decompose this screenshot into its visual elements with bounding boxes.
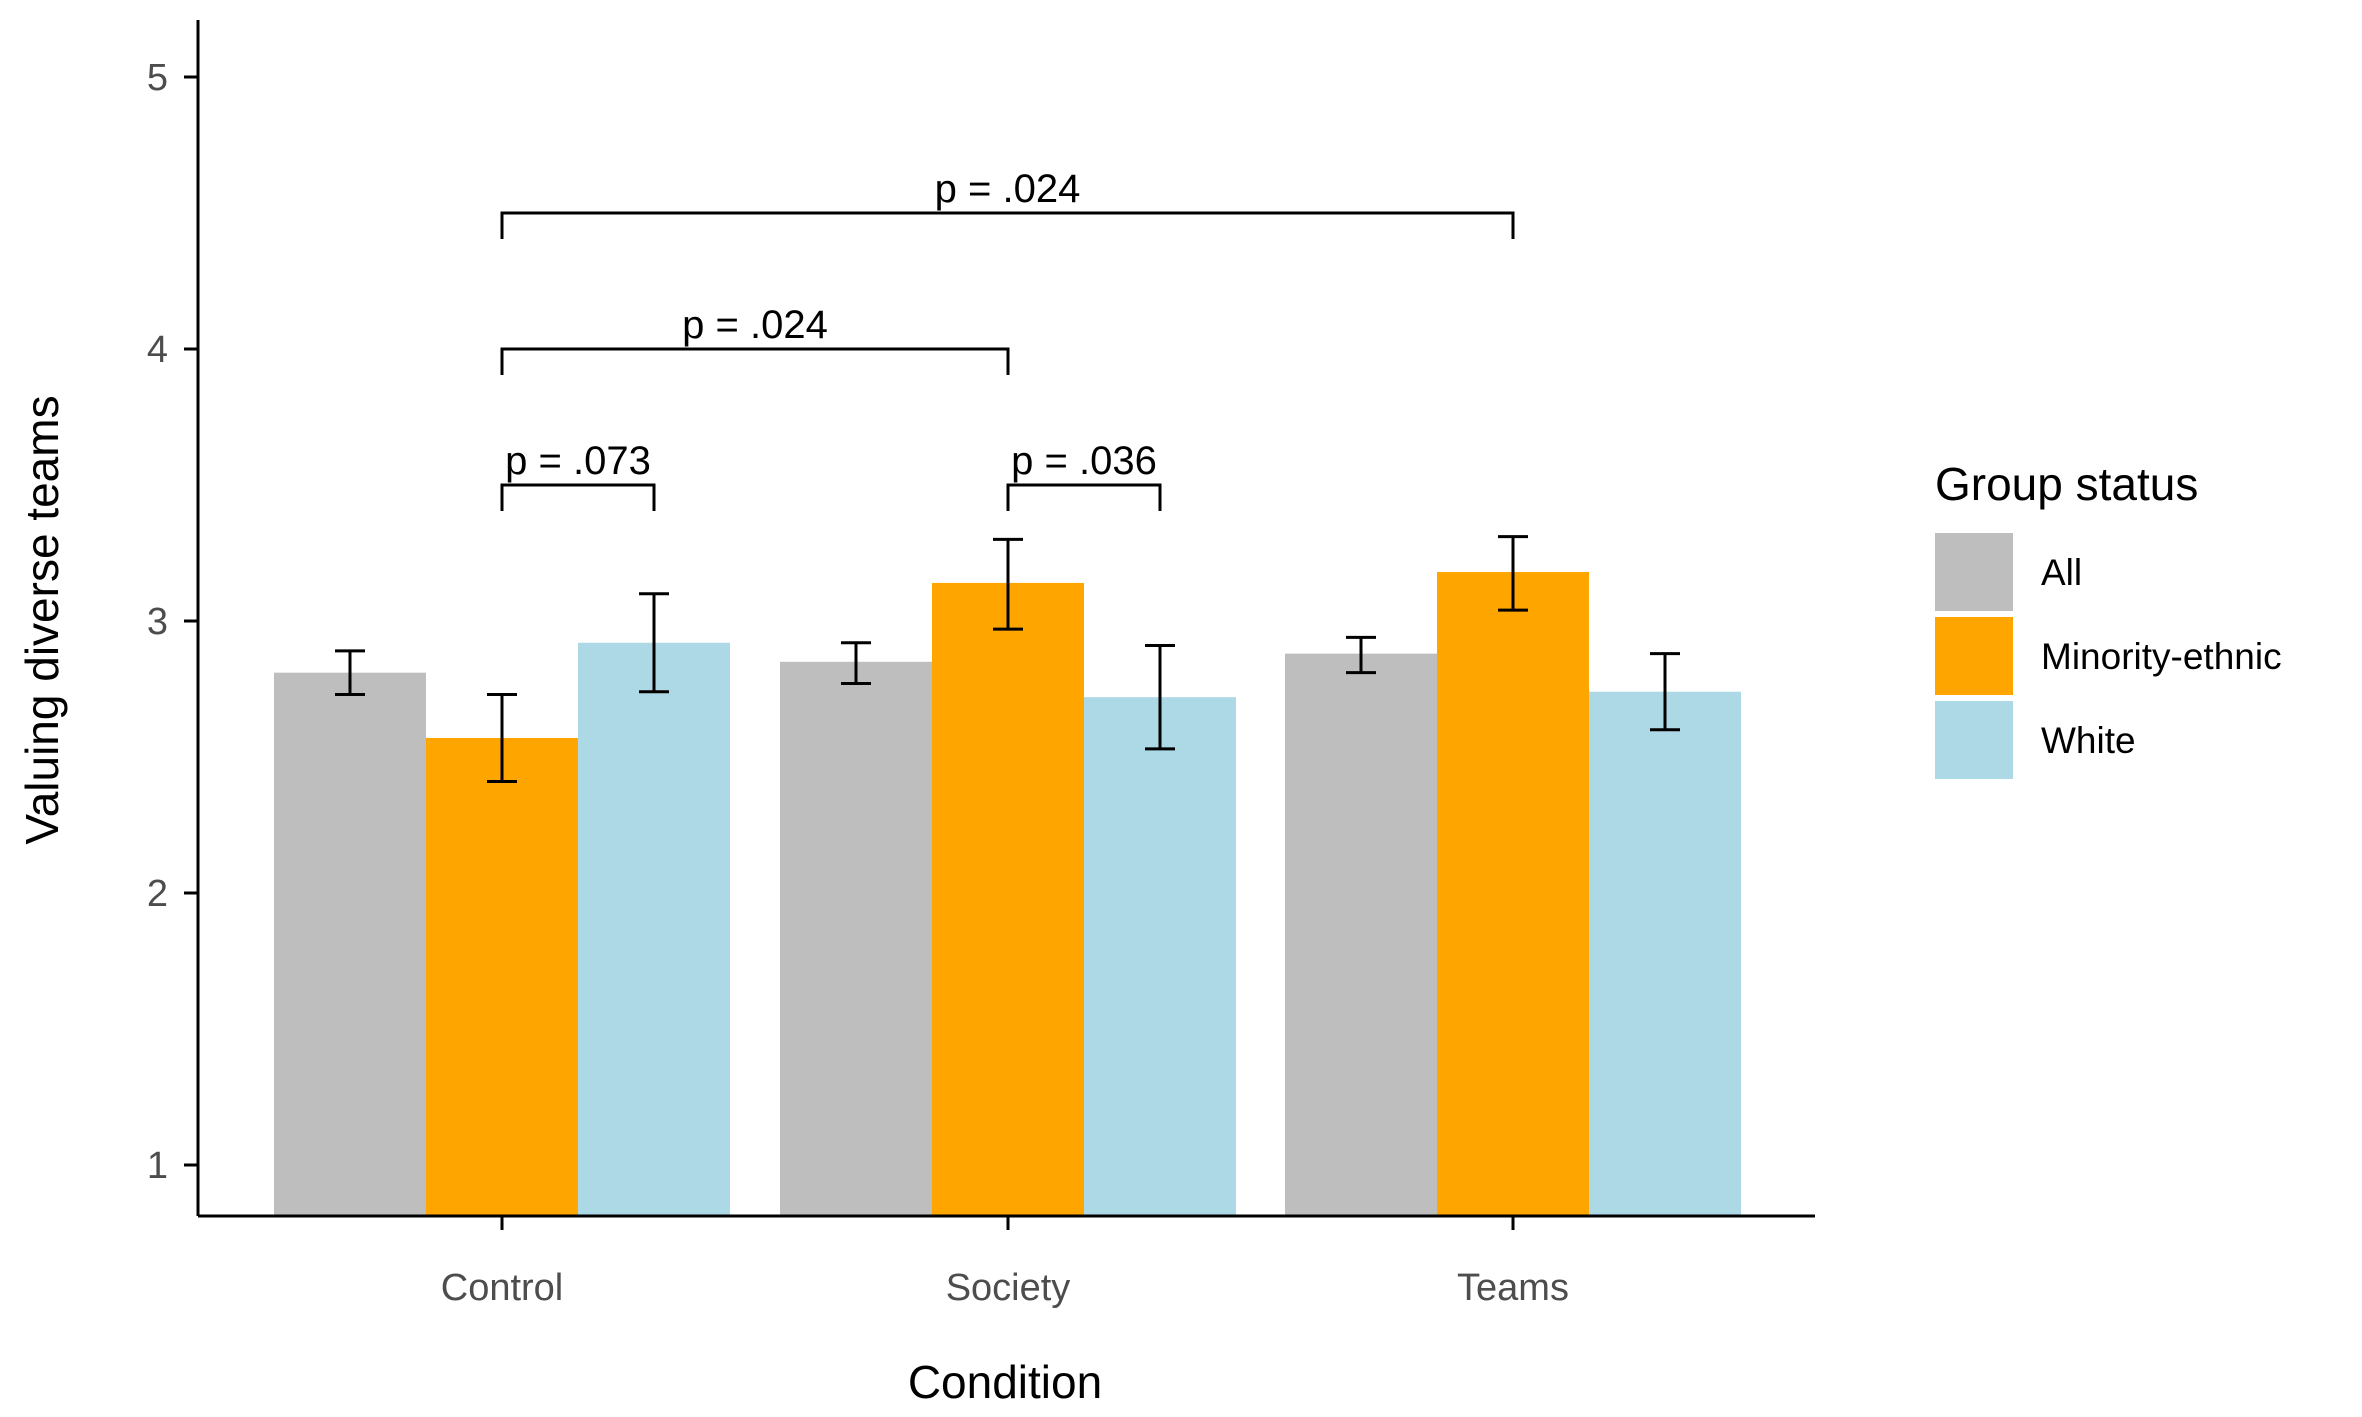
error-bar-control-minority-ethnic <box>487 692 517 783</box>
bar-control-white <box>578 642 730 1216</box>
error-bar-society-minority-ethnic <box>993 537 1023 631</box>
p-value-label: p = .024 <box>682 303 828 347</box>
error-bar-teams-white <box>1650 652 1680 732</box>
error-bar-society-white <box>1145 643 1175 751</box>
y-tick-label-4: 4 <box>147 329 168 371</box>
error-bar-control-white <box>639 592 669 694</box>
significance-bracket-1: p = .073 <box>500 439 656 511</box>
legend-swatch <box>1935 617 2013 695</box>
legend-label: White <box>2041 720 2136 761</box>
legend-item-white: White <box>1935 701 2136 779</box>
significance-annotations: p = .073 p = .036 p = .024 p = .024 <box>500 167 1515 511</box>
bar-teams-all <box>1285 653 1437 1216</box>
x-tick-label-control: Control <box>441 1267 564 1309</box>
legend-item-all: All <box>1935 533 2082 611</box>
bracket-line <box>1006 483 1162 511</box>
legend-swatch <box>1935 701 2013 779</box>
y-axis: 1 2 3 4 5 <box>147 20 200 1216</box>
x-tick-label-society: Society <box>946 1267 1071 1309</box>
error-bar-control-all <box>335 649 365 696</box>
legend-label: Minority-ethnic <box>2041 636 2282 677</box>
legend-label: All <box>2041 552 2082 593</box>
bar-teams-minority-ethnic <box>1437 572 1589 1216</box>
bracket-line <box>500 347 1010 375</box>
bar-control-minority-ethnic <box>426 737 578 1216</box>
y-axis-title: Valuing diverse teams <box>16 395 68 844</box>
significance-bracket-2: p = .036 <box>1006 439 1162 511</box>
y-tick-label-3: 3 <box>147 601 168 643</box>
legend: Group status All Minority-ethnic White <box>1935 458 2282 779</box>
x-tick-label-teams: Teams <box>1457 1267 1569 1309</box>
bar-society-white <box>1084 697 1236 1216</box>
error-bar-teams-all <box>1346 635 1376 675</box>
p-value-label: p = .036 <box>1011 439 1157 483</box>
error-bar-society-all <box>841 641 871 686</box>
p-value-label: p = .024 <box>935 167 1081 211</box>
y-tick-label-2: 2 <box>147 873 168 915</box>
bracket-line <box>500 483 656 511</box>
legend-item-minority-ethnic: Minority-ethnic <box>1935 617 2282 695</box>
legend-swatch <box>1935 533 2013 611</box>
bar-society-minority-ethnic <box>932 582 1084 1216</box>
significance-bracket-4: p = .024 <box>500 167 1515 239</box>
significance-bracket-3: p = .024 <box>500 303 1010 375</box>
plot-area <box>274 535 1741 1216</box>
bar-control-all <box>274 672 426 1216</box>
x-axis-title: Condition <box>908 1356 1102 1408</box>
bracket-line <box>500 211 1515 239</box>
error-bar-teams-minority-ethnic <box>1498 535 1528 612</box>
bar-society-all <box>780 661 932 1216</box>
legend-title: Group status <box>1935 458 2198 510</box>
y-tick-label-1: 1 <box>147 1145 168 1187</box>
p-value-label: p = .073 <box>505 439 651 483</box>
x-axis: Control Society Teams <box>198 1214 1815 1309</box>
y-tick-label-5: 5 <box>147 57 168 99</box>
bar-teams-white <box>1589 691 1741 1216</box>
